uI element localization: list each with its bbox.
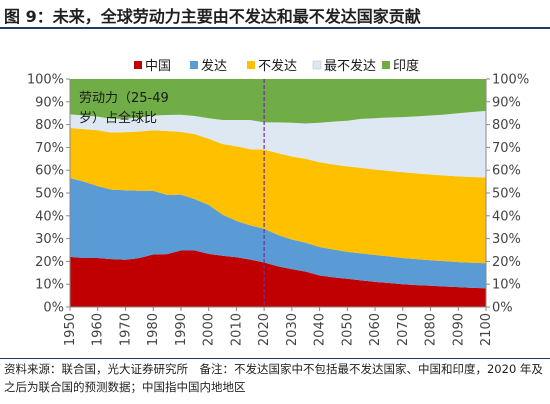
chart-annotation-group: 劳动力（25-49 岁）占全球比 <box>79 79 265 307</box>
legend-label-1: 发达 <box>201 58 227 74</box>
y-right-tick-label: 20% <box>492 255 521 270</box>
x-tick-label: 2060 <box>368 313 383 346</box>
source-note: 资料来源：联合国，光大证券研究所 备注：不发达国家中不包括最不发达国家、中国和印… <box>4 362 543 394</box>
area-series-0 <box>70 250 486 307</box>
chart-axes: 0% 10% 20% 30% 40% 50% 60% 70% 80% 90% 100% 0% 10% 20… <box>27 73 529 347</box>
y-left-tick-label: 80% <box>35 118 64 133</box>
legend-label-2: 不发达 <box>258 58 297 74</box>
x-tick-label: 1970 <box>118 313 133 346</box>
x-tick-label: 1950 <box>63 313 78 346</box>
x-tick-label: 2090 <box>451 313 466 346</box>
y-left-tick-label: 100% <box>27 73 64 88</box>
area-series-1 <box>70 178 486 289</box>
legend-label-3: 最不发达 <box>324 58 376 74</box>
y-left-tick-label: 40% <box>35 209 64 224</box>
legend-label-0: 中国 <box>145 59 171 74</box>
legend-swatch-3 <box>312 60 322 70</box>
y-left-tick-label: 90% <box>35 95 64 110</box>
y-left-tick-label: 0% <box>43 301 64 316</box>
x-tick-label: 1990 <box>174 313 189 346</box>
y-left-tick-label: 50% <box>35 187 64 202</box>
x-tick-label: 2040 <box>313 313 328 346</box>
y-right-tick-label: 50% <box>492 187 521 202</box>
y-right-tick-label: 90% <box>492 95 521 110</box>
y-left-tick-label: 60% <box>35 164 64 179</box>
area-series-3 <box>70 110 486 178</box>
x-tick-label: 2010 <box>229 313 244 346</box>
figure-title: 图 9：未来，全球劳动力主要由不发达和最不发达国家贡献 <box>4 7 421 26</box>
y-right-tick-label: 10% <box>492 278 521 293</box>
y-right-tick-label: 80% <box>492 118 521 133</box>
stacked-area-chart: 中国 发达 不发达 最不发达 印度 0% 10% 20% 30% 40% 50% 60% 70% 80%… <box>27 58 529 347</box>
y-left-tick-label: 20% <box>35 255 64 270</box>
y-left-tick-label: 10% <box>35 278 64 293</box>
area-series-group <box>70 79 486 307</box>
x-tick-label: 2030 <box>285 313 300 346</box>
y-right-tick-label: 100% <box>492 73 529 88</box>
source-rule <box>0 358 550 359</box>
legend-swatch-2 <box>247 61 255 69</box>
x-tick-label: 2050 <box>340 313 355 346</box>
x-tick-label: 2000 <box>202 313 217 346</box>
y-right-tick-label: 30% <box>492 232 521 247</box>
legend-swatch-1 <box>190 61 198 69</box>
legend-swatch-0 <box>134 61 142 69</box>
y-left-tick-label: 70% <box>35 141 64 156</box>
title-rule <box>0 27 550 29</box>
x-tick-label: 2080 <box>424 313 439 346</box>
y-right-tick-label: 0% <box>492 301 513 316</box>
chart-annotation: 劳动力（25-49 岁）占全球比 <box>79 90 169 126</box>
y-right-tick-label: 60% <box>492 164 521 179</box>
legend-swatch-4 <box>382 61 390 69</box>
legend-label-4: 印度 <box>393 58 419 74</box>
x-tick-label: 1980 <box>146 313 161 346</box>
area-series-4 <box>70 79 486 124</box>
x-tick-label: 2070 <box>396 313 411 346</box>
y-left-tick-label: 30% <box>35 232 64 247</box>
area-series-2 <box>70 128 486 264</box>
x-tick-label: 2020 <box>257 313 272 346</box>
x-tick-label: 2100 <box>479 313 494 346</box>
chart-legend: 中国 发达 不发达 最不发达 印度 <box>134 58 419 74</box>
y-right-tick-label: 40% <box>492 209 521 224</box>
x-tick-label: 1960 <box>91 313 106 346</box>
y-right-tick-label: 70% <box>492 141 521 156</box>
